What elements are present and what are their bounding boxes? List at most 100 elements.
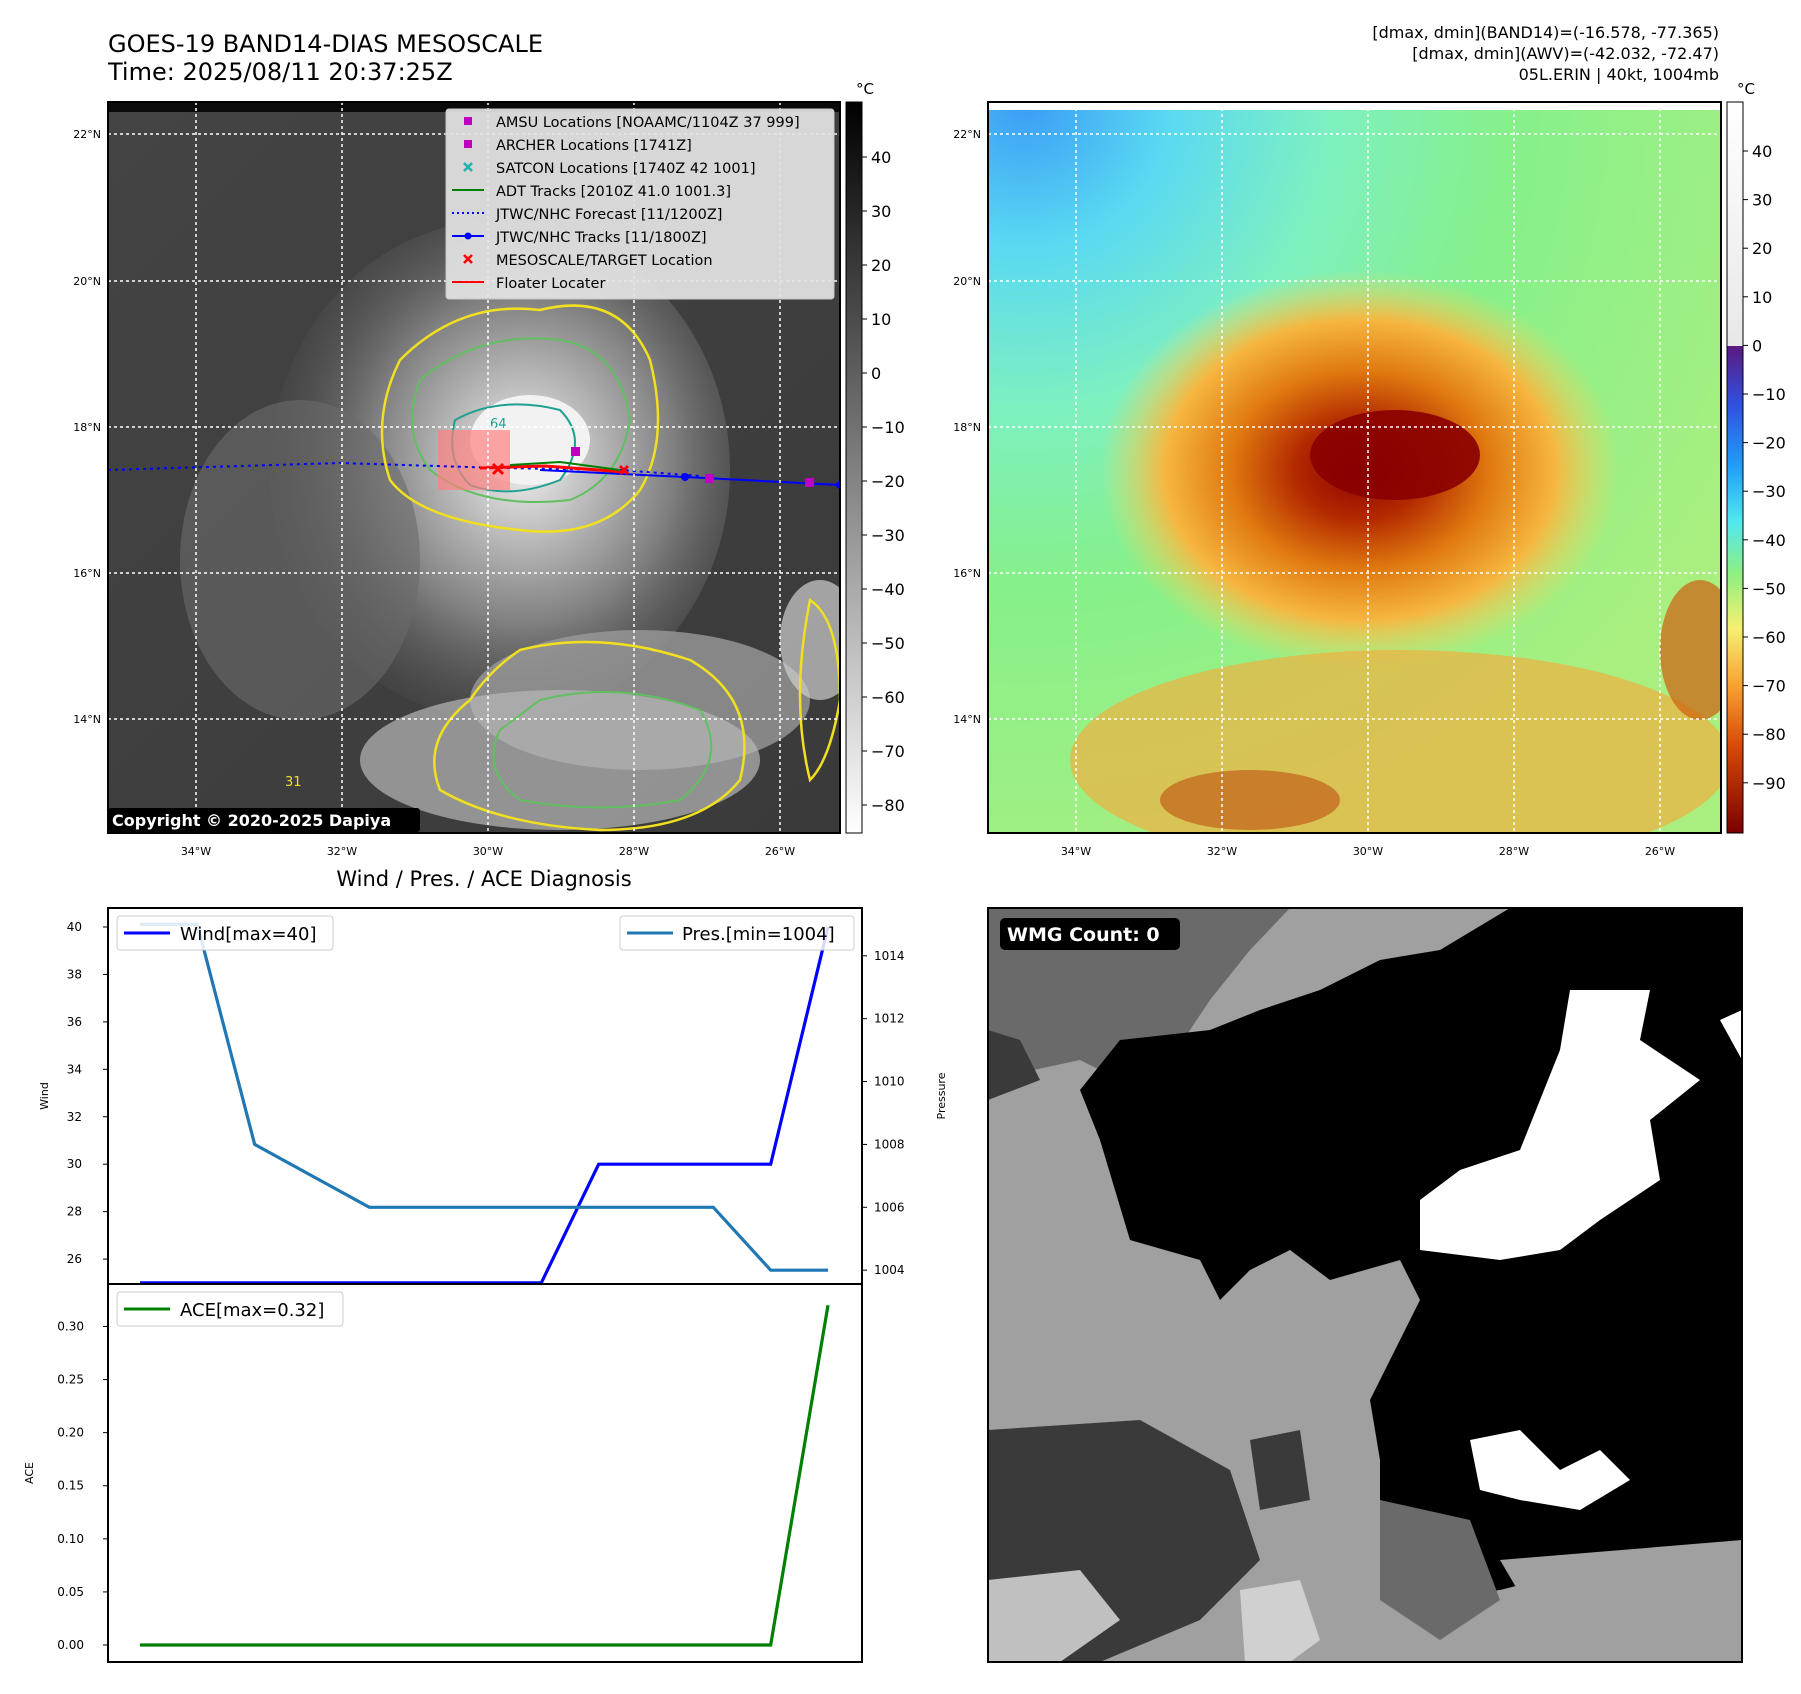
wv-lat-label: 20°N: [953, 275, 981, 288]
wv-lon-label: 34°W: [1061, 845, 1091, 858]
ir-lon-label: 32°W: [327, 845, 357, 858]
ir-colorbar: °C 40 30 20 10 0 −10 −20 −30 −40 −50 −60 −70 −80: [845, 80, 905, 834]
wv-colorbar: °C 40 30 20 10 0 −10 −20 −30 −40 −50 −60 −70 −80 −90: [1726, 80, 1786, 834]
ace-legend-label: ACE[max=0.32]: [180, 1300, 324, 1321]
pressure-legend-label: Pres.[min=1004]: [682, 924, 835, 945]
ir-lon-label: 34°W: [181, 845, 211, 858]
ir-lat-label: 20°N: [73, 275, 101, 288]
pressure-tick-label: 1012: [874, 1012, 905, 1026]
wv-colorbar-tick-label: −50: [1752, 579, 1786, 598]
figure-title: GOES-19 BAND14-DIAS MESOSCALE: [108, 30, 543, 58]
ir-colorbar-tick-label: 10: [871, 310, 891, 329]
ace-tick-label: 0.25: [57, 1373, 84, 1387]
wv-colorbar-tick-label: 20: [1752, 239, 1772, 258]
wind-series-line: [140, 926, 830, 1285]
wind-tick-label: 28: [67, 1205, 82, 1219]
info-awv-range: [dmax, dmin](AWV)=(-42.032, -72.47): [1412, 44, 1719, 63]
wind-tick-label: 38: [67, 967, 82, 981]
ace-axis-label: ACE: [23, 1462, 36, 1484]
ir-colorbar-tick-label: 40: [871, 148, 891, 167]
ir-lon-label: 30°W: [473, 845, 503, 858]
legend-item: AMSU Locations [NOAAMC/1104Z 37 999]: [496, 115, 800, 131]
copyright-badge: [108, 808, 420, 832]
contour-label-64: 64: [490, 417, 507, 432]
legend-item: Floater Locater: [496, 276, 605, 292]
copyright-text: Copyright © 2020-2025 Dapiya: [112, 811, 391, 830]
wv-colorbar-tick-label: 30: [1752, 191, 1772, 210]
wv-lon-label: 28°W: [1499, 845, 1529, 858]
legend-item: JTWC/NHC Forecast [11/1200Z]: [495, 207, 722, 223]
diagnosis-title: Wind / Pres. / ACE Diagnosis: [336, 867, 631, 891]
pressure-series-line: [140, 922, 828, 1272]
ir-colorbar-tick-label: 30: [871, 202, 891, 221]
wind-tick-label: 40: [67, 920, 82, 934]
wv-colorbar-tick-label: 40: [1752, 142, 1772, 161]
legend-amsu-square-icon: [464, 117, 472, 125]
legend-item: ADT Tracks [2010Z 41.0 1001.3]: [496, 184, 731, 200]
legend-item: MESOSCALE/TARGET Location: [496, 253, 713, 269]
wind-tick-label: 34: [67, 1062, 82, 1076]
ir-lat-label: 14°N: [73, 713, 101, 726]
ace-series-line: [140, 1304, 830, 1647]
ir-colorbar-tick-label: −80: [871, 796, 905, 815]
wind-tick-label: 30: [67, 1157, 82, 1171]
legend-target-x-icon: [463, 254, 473, 264]
wind-tick-label: 26: [67, 1252, 82, 1266]
legend-satcon-x-icon: [463, 162, 473, 172]
pressure-axis-label: Pressure: [935, 1072, 948, 1119]
wmg-count-text: WMG Count: 0: [1007, 924, 1160, 946]
wv-colorbar-tick-label: −40: [1752, 531, 1786, 550]
wv-colorbar-unit: °C: [1737, 80, 1755, 98]
ace-tick-label: 0.10: [57, 1532, 84, 1546]
wv-gridlines: [988, 102, 1721, 833]
wv-colorbar-tick-label: −30: [1752, 482, 1786, 501]
ir-lat-label: 22°N: [73, 128, 101, 141]
ir-colorbar-tick-label: −40: [871, 580, 905, 599]
legend-item: SATCON Locations [1740Z 42 1001]: [496, 161, 755, 177]
archer-marker: [571, 447, 580, 456]
ir-colorbar-tick-label: 0: [871, 364, 881, 383]
ir-colorbar-tick-label: −50: [871, 634, 905, 653]
wv-colorbar-tick-label: −10: [1752, 385, 1786, 404]
ir-colorbar-tick-label: 20: [871, 256, 891, 275]
wind-legend-label: Wind[max=40]: [180, 924, 317, 945]
ir-colorbar-tick-label: −10: [871, 418, 905, 437]
legend-item: JTWC/NHC Tracks [11/1800Z]: [495, 230, 707, 246]
ir-lat-label: 16°N: [73, 567, 101, 580]
wind-axis-label: Wind: [38, 1082, 51, 1110]
pressure-legend: Pres.[min=1004]: [619, 915, 855, 951]
wmg-panel: WMG Count: 0: [987, 907, 1743, 1663]
ace-chart: 0.30 0.25 0.20 0.15 0.10 0.05 0.00 ACE ACE[max…: [23, 1283, 863, 1663]
ir-lon-label: 28°W: [619, 845, 649, 858]
ir-colorbar-tick-label: −60: [871, 688, 905, 707]
ir-lon-label: 26°W: [765, 845, 795, 858]
figure-time: Time: 2025/08/11 20:37:25Z: [107, 58, 453, 86]
info-storm-summary: 05L.ERIN | 40kt, 1004mb: [1519, 65, 1719, 84]
target-marker-2: [618, 464, 630, 476]
wv-colorbar-tick-label: −60: [1752, 628, 1786, 647]
ir-colorbar-tick-label: −70: [871, 742, 905, 761]
ir-colorbar-tick-label: −20: [871, 472, 905, 491]
wv-colorbar-tick-label: −70: [1752, 677, 1786, 696]
wv-lat-label: 14°N: [953, 713, 981, 726]
wv-colorbar-tick-label: −90: [1752, 774, 1786, 793]
ir-colorbar-tick-label: −30: [871, 526, 905, 545]
wv-lat-label: 16°N: [953, 567, 981, 580]
amsu-marker: [705, 474, 714, 483]
ace-tick-label: 0.15: [57, 1479, 84, 1493]
legend-archer-square-icon: [464, 140, 472, 148]
ace-legend: ACE[max=0.32]: [116, 1291, 344, 1327]
wv-map-panel: 22°N 20°N 18°N 16°N 14°N 34°W 32°W 30°W …: [953, 101, 1722, 858]
target-marker: [491, 462, 505, 476]
ace-tick-label: 0.30: [57, 1319, 84, 1333]
wv-colorbar-tick-label: 10: [1752, 288, 1772, 307]
wv-imagery: [988, 102, 1721, 833]
info-band14-range: [dmax, dmin](BAND14)=(-16.578, -77.365): [1372, 23, 1719, 42]
ir-lat-label: 18°N: [73, 421, 101, 434]
legend-item: ARCHER Locations [1741Z]: [496, 138, 692, 154]
wv-lat-label: 22°N: [953, 128, 981, 141]
ace-tick-label: 0.00: [57, 1638, 84, 1652]
wind-tick-label: 36: [67, 1015, 82, 1029]
wv-lon-label: 32°W: [1207, 845, 1237, 858]
